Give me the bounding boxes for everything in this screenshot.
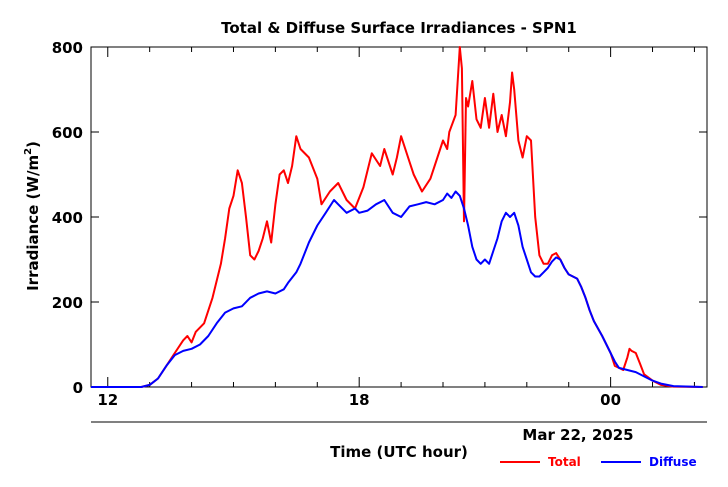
chart-title: Total & Diffuse Surface Irradiances - SP… — [221, 19, 577, 37]
y-tick-label: 0 — [73, 379, 83, 397]
y-axis-label-close: ) — [24, 141, 42, 148]
x-ticks: 12 18 00 — [97, 47, 695, 409]
x-tick-label: 18 — [349, 391, 370, 409]
y-axis-label-superscript: 2 — [23, 148, 34, 155]
y-tick-label: 200 — [52, 294, 83, 312]
series-lines — [91, 46, 703, 388]
y-axis-label-main: Irradiance (W/m — [24, 155, 42, 291]
legend-label-diffuse: Diffuse — [649, 455, 697, 469]
y-axis-label: Irradiance (W/m2) — [23, 141, 42, 291]
legend-label-total: Total — [548, 455, 581, 469]
date-label: Mar 22, 2025 — [522, 426, 633, 444]
y-tick-label: 800 — [52, 39, 83, 57]
x-tick-label: 12 — [97, 391, 118, 409]
legend: Total Diffuse — [500, 455, 697, 469]
x-tick-label: 00 — [600, 391, 621, 409]
series-line-diffuse — [91, 190, 703, 388]
svg-text:Irradiance (W/m2): Irradiance (W/m2) — [23, 141, 42, 291]
y-tick-label: 400 — [52, 209, 83, 227]
series-line-total — [91, 46, 703, 388]
y-tick-label: 600 — [52, 124, 83, 142]
x-axis-label: Time (UTC hour) — [330, 443, 468, 461]
y-ticks: 0 200 400 600 800 — [52, 39, 707, 397]
